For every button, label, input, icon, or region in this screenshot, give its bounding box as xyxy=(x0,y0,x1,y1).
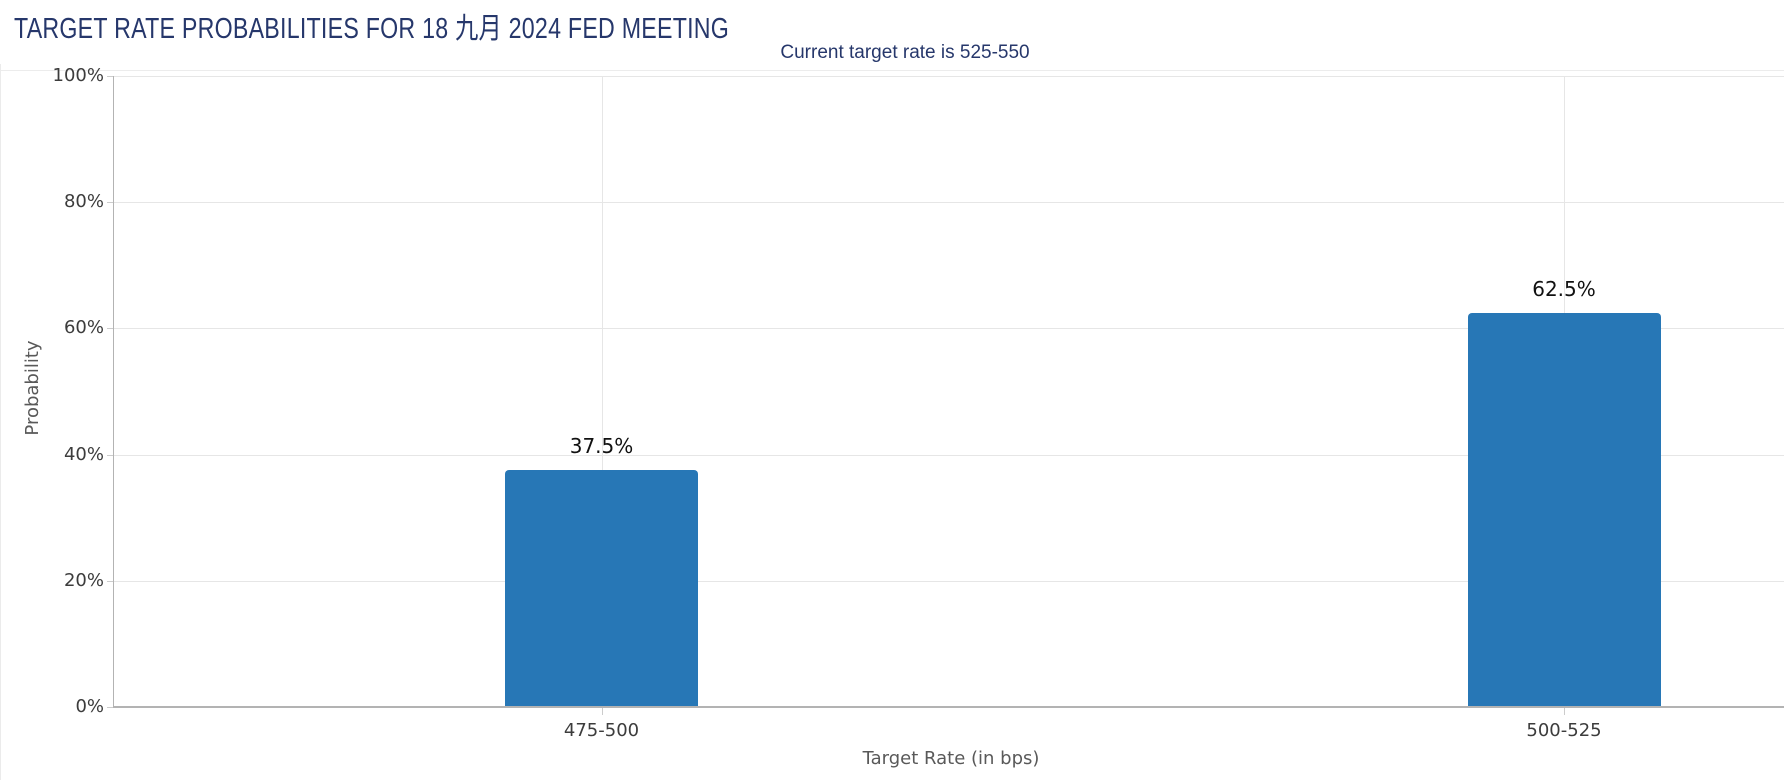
chart-subtitle: Current target rate is 525-550 xyxy=(780,42,1030,63)
y-axis-line xyxy=(113,76,114,707)
y-tick-label: 40% xyxy=(63,443,104,465)
gridline-horizontal xyxy=(113,454,1784,456)
probability-bar[interactable] xyxy=(1467,312,1661,707)
x-axis-line xyxy=(113,706,1784,708)
x-category-label: 475-500 xyxy=(563,720,640,741)
y-tick-mark xyxy=(107,76,113,77)
bar-value-label: 37.5% xyxy=(569,434,634,459)
y-tick-label: 20% xyxy=(63,569,104,591)
gridline-horizontal xyxy=(113,76,1784,77)
y-tick-mark xyxy=(107,580,113,582)
y-tick-label: 100% xyxy=(52,65,104,86)
probability-bar[interactable] xyxy=(505,470,698,707)
gridline-horizontal xyxy=(113,328,1784,330)
header-divider xyxy=(0,70,1784,71)
gridline-horizontal xyxy=(113,580,1784,582)
y-tick-mark xyxy=(107,202,113,204)
y-tick-mark xyxy=(107,707,113,708)
left-edge-border xyxy=(0,64,1,780)
bar-value-label: 62.5% xyxy=(1532,276,1596,301)
chart-title: TARGET RATE PROBABILITIES FOR 18 九月 2024… xyxy=(14,13,730,45)
gridline-horizontal xyxy=(113,202,1784,204)
plot-area: 37.5% 62.5% xyxy=(113,76,1784,707)
y-tick-label: 0% xyxy=(75,696,104,717)
y-tick-mark xyxy=(107,328,113,330)
x-tick-mark xyxy=(601,708,603,715)
x-category-label: 500-525 xyxy=(1526,720,1602,741)
y-tick-mark xyxy=(107,454,113,456)
x-axis-title: Target Rate (in bps) xyxy=(862,748,1040,769)
y-tick-label: 60% xyxy=(63,317,104,339)
y-tick-label: 80% xyxy=(63,191,104,213)
x-tick-mark xyxy=(1564,708,1565,715)
gridline-vertical xyxy=(601,76,603,707)
